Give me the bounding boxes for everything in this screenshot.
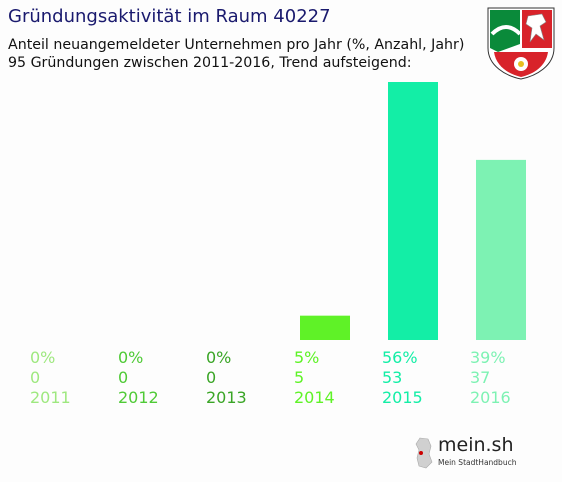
count-label-2016: 37 (470, 368, 491, 387)
chart-title: Gründungsaktivität im Raum 40227 (8, 6, 331, 27)
bar-2016 (476, 159, 526, 340)
count-label-2013: 0 (206, 368, 217, 387)
percent-label-2016: 39% (470, 348, 506, 367)
subtitle-line-1: Anteil neuangemeldeter Unternehmen pro J… (8, 37, 465, 53)
subtitle-line-2: 95 Gründungen zwischen 2011-2016, Trend … (8, 55, 412, 71)
percent-label-2013: 0% (206, 348, 232, 367)
nrw-coat-of-arms-icon (487, 7, 555, 80)
chart-subtitle: Anteil neuangemeldeter Unternehmen pro J… (8, 36, 464, 72)
mein-sh-logo: mein.sh Mein StadtHandbuch (414, 432, 544, 476)
percent-label-2012: 0% (118, 348, 144, 367)
year-label-2013: 2013 (206, 388, 247, 407)
year-label-2016: 2016 (470, 388, 511, 407)
logo-name: mein.sh (438, 434, 514, 456)
count-label-2014: 5 (294, 368, 305, 387)
year-label-2012: 2012 (118, 388, 159, 407)
percent-label-2015: 56% (382, 348, 418, 367)
percent-label-2014: 5% (294, 348, 320, 367)
bar-2014 (300, 315, 350, 340)
count-label-2015: 53 (382, 368, 403, 387)
count-label-2012: 0 (118, 368, 129, 387)
year-label-2011: 2011 (30, 388, 71, 407)
logo-tagline: Mein StadtHandbuch (438, 458, 517, 467)
percent-label-2011: 0% (30, 348, 56, 367)
count-label-2011: 0 (30, 368, 41, 387)
year-label-2014: 2014 (294, 388, 335, 407)
germany-map-icon (415, 437, 433, 469)
bar-2015 (388, 82, 438, 340)
year-label-2015: 2015 (382, 388, 423, 407)
